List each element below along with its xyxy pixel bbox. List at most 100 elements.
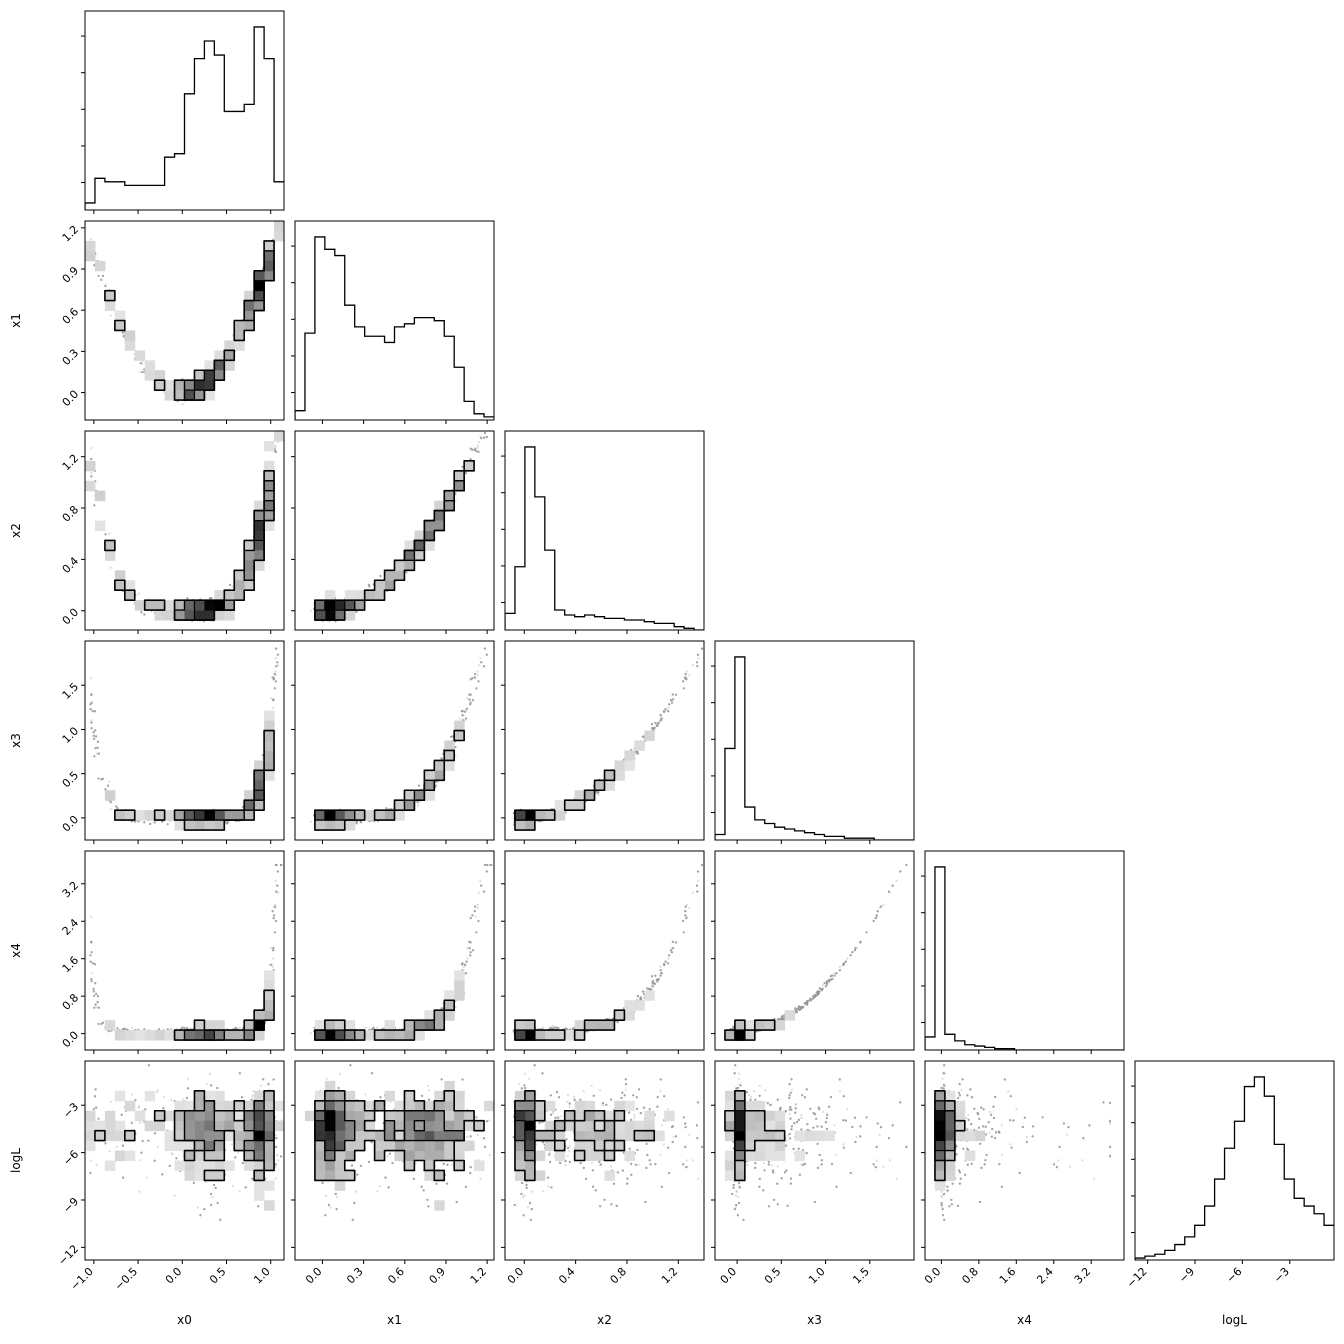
- density-cell: [194, 370, 205, 381]
- density-cell: [204, 390, 215, 401]
- sample-point: [104, 284, 107, 287]
- density-cell: [124, 330, 136, 341]
- sample-point: [274, 444, 277, 447]
- sample-point: [137, 592, 141, 595]
- sample-point: [104, 284, 107, 287]
- sample-point: [141, 371, 144, 374]
- sample-point: [97, 274, 100, 277]
- density-cell: [154, 380, 166, 391]
- sample-point: [277, 441, 280, 444]
- sample-point: [90, 475, 93, 478]
- density-cell: [244, 320, 255, 331]
- sample-point: [104, 533, 107, 536]
- density-cell: [85, 250, 96, 262]
- scatter-points: [89, 431, 280, 623]
- sample-point: [93, 264, 96, 267]
- sample-point: [101, 274, 105, 277]
- density-cell: [204, 380, 215, 391]
- density-cell: [154, 370, 166, 381]
- panel-x2-vs-x0: 0.00.40.81.2: [60, 430, 285, 634]
- sample-point: [100, 278, 103, 281]
- sample-point: [90, 457, 93, 461]
- contour-level-3: [183, 280, 265, 401]
- sample-point: [100, 278, 103, 281]
- density-cell: [174, 380, 185, 391]
- sample-point: [140, 362, 143, 365]
- sample-point: [140, 362, 143, 365]
- histogram-x0: [85, 26, 284, 210]
- panel-frame: [84, 10, 285, 211]
- sample-point: [104, 284, 107, 287]
- sample-point: [101, 274, 105, 277]
- sample-point: [140, 362, 143, 365]
- sample-point: [141, 371, 144, 374]
- sample-point: [143, 613, 146, 616]
- sample-point: [90, 238, 93, 241]
- sample-point: [93, 504, 96, 507]
- sample-point: [97, 274, 100, 277]
- density-cell: [244, 300, 255, 312]
- panel-content: [85, 221, 284, 406]
- sample-point: [104, 284, 107, 287]
- density-cell: [224, 350, 235, 361]
- sample-point: [141, 371, 144, 374]
- density-cell: [94, 260, 106, 272]
- density-cell: [234, 330, 245, 341]
- density-cell: [144, 360, 156, 371]
- density-cell: [224, 360, 235, 371]
- sample-point: [121, 331, 124, 334]
- density-cell: [124, 340, 136, 351]
- density-cell: [164, 390, 176, 401]
- panel-x1-vs-x0: 0.00.30.60.91.2: [60, 220, 285, 424]
- sample-point: [121, 331, 124, 334]
- sample-point: [100, 278, 103, 281]
- y-tick-label: 0.0: [60, 388, 82, 410]
- panel-content: [295, 236, 494, 420]
- sample-point: [140, 611, 143, 614]
- sample-point: [231, 585, 234, 588]
- sample-point: [140, 611, 143, 614]
- panel-content: [85, 431, 284, 623]
- density-cell: [134, 350, 146, 361]
- sample-point: [122, 335, 125, 338]
- density-cell: [214, 350, 225, 361]
- sample-point: [108, 532, 111, 535]
- sample-point: [100, 278, 103, 281]
- density-cell: [264, 250, 275, 262]
- sample-point: [139, 370, 142, 373]
- density-cell: [264, 260, 275, 272]
- sample-point: [90, 475, 93, 478]
- sample-point: [93, 264, 96, 267]
- density-cell: [254, 280, 265, 292]
- density-cell: [244, 310, 255, 321]
- sample-point: [122, 335, 125, 338]
- density-cell: [214, 370, 225, 381]
- panel-frame: [294, 220, 495, 421]
- density-cell: [164, 380, 176, 391]
- sample-point: [210, 597, 213, 600]
- sample-point: [208, 597, 212, 600]
- sample-point: [101, 274, 105, 277]
- y-tick-label: 0.3: [60, 346, 82, 368]
- sample-point: [121, 331, 124, 334]
- sample-point: [122, 335, 125, 338]
- y-tick-label: 1.2: [60, 223, 82, 245]
- density-cell: [194, 380, 205, 391]
- sample-point: [274, 450, 277, 453]
- sample-point: [231, 334, 234, 337]
- density-cell: [114, 320, 126, 331]
- sample-point: [274, 450, 277, 453]
- sample-point: [140, 362, 143, 365]
- sample-point: [141, 371, 144, 374]
- sample-point: [181, 403, 184, 406]
- panel-x1-vs-x1: [291, 220, 495, 424]
- sample-point: [186, 597, 189, 600]
- sample-point: [186, 597, 189, 600]
- sample-point: [140, 362, 143, 365]
- panel-frame: [84, 220, 285, 421]
- sample-point: [274, 446, 277, 449]
- density-cell: [85, 240, 96, 252]
- sample-point: [97, 274, 100, 277]
- sample-point: [122, 335, 125, 338]
